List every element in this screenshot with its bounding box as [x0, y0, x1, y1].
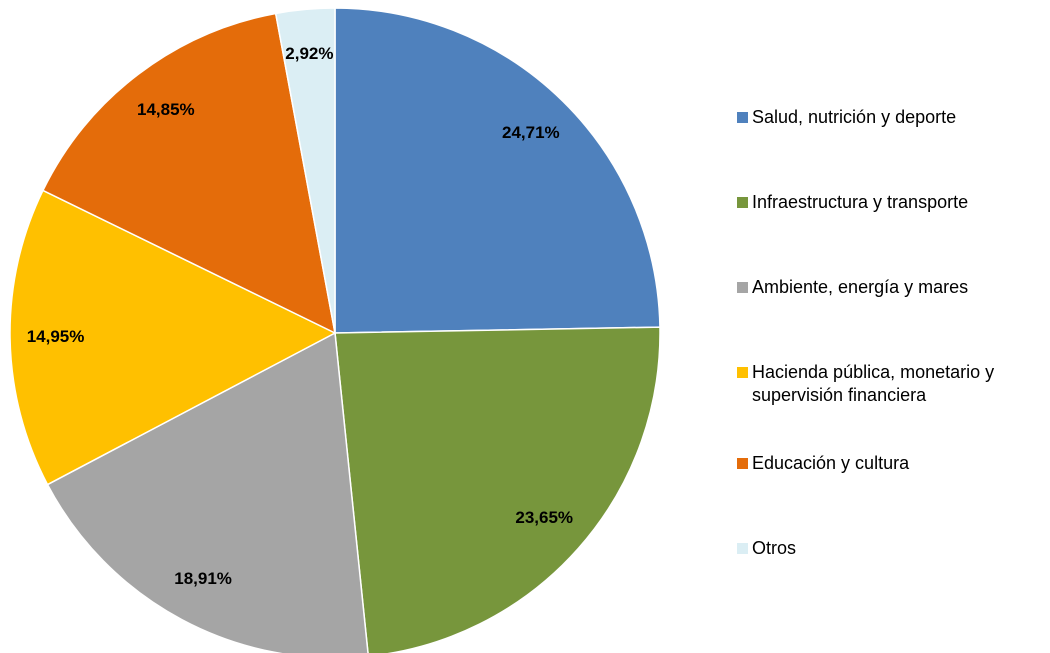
data-label: 14,85%: [137, 100, 195, 119]
pie-slice: [46, 331, 369, 653]
data-label: 24,71%: [502, 123, 560, 142]
legend-swatch: [737, 112, 748, 123]
legend-item: Otros: [737, 537, 1042, 560]
legend-item: Hacienda pública, monetario y supervisió…: [737, 361, 1042, 407]
legend-swatch: [737, 367, 748, 378]
data-label: 23,65%: [515, 508, 573, 527]
legend-label: Salud, nutrición y deporte: [752, 107, 957, 127]
pie-slice: [9, 189, 337, 486]
legend-label: Ambiente, energía y mares: [752, 277, 969, 297]
data-label: 14,95%: [27, 327, 85, 346]
data-label: 2,92%: [285, 44, 333, 63]
pie-slice: [274, 7, 336, 334]
pie-slice: [334, 326, 661, 653]
legend-label: Otros: [752, 538, 797, 558]
legend-item: Educación y cultura: [737, 452, 1042, 475]
legend-swatch: [737, 282, 748, 293]
legend-item: Ambiente, energía y mares: [737, 276, 1042, 299]
legend-swatch: [737, 197, 748, 208]
legend-item: Infraestructura y transporte: [737, 191, 1042, 214]
data-label: 18,91%: [174, 569, 232, 588]
pie-slice: [334, 7, 661, 334]
legend-swatch: [737, 458, 748, 469]
legend-label: Educación y cultura: [752, 453, 910, 473]
pie-slice: [41, 12, 337, 335]
legend-label: Infraestructura y transporte: [752, 192, 969, 212]
legend-swatch: [737, 543, 748, 554]
legend-item: Salud, nutrición y deporte: [737, 106, 1042, 129]
legend-label: Hacienda pública, monetario y supervisió…: [752, 362, 995, 405]
